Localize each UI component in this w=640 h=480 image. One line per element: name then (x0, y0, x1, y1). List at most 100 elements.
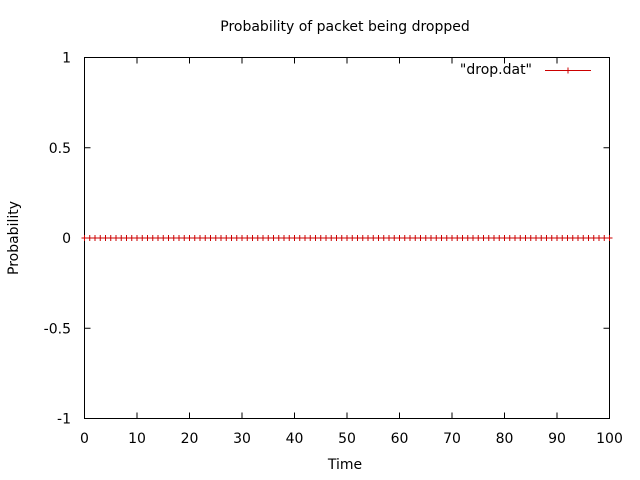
x-tick-label: 30 (233, 431, 251, 447)
data-point (522, 235, 529, 241)
data-point (144, 235, 151, 241)
data-point (554, 235, 560, 241)
data-point (239, 235, 245, 241)
axis-ticks: 0 10 20 30 40 50 60 70 80 90 100 1 0.5 0 -0.5 -1 (44, 51, 623, 448)
data-point (365, 235, 371, 241)
data-point (165, 235, 172, 241)
data-point (170, 235, 177, 241)
data-point (370, 235, 377, 241)
data-point (407, 235, 413, 241)
data-point (501, 235, 508, 241)
y-tick-label: -1 (57, 412, 71, 428)
data-point (396, 235, 403, 241)
data-point (538, 235, 545, 241)
data-point (506, 235, 513, 241)
data-point (149, 235, 156, 241)
chart-title: Probability of packet being dropped (220, 19, 470, 35)
data-point (92, 235, 98, 241)
x-tick-label: 100 (596, 431, 623, 447)
data-point (291, 235, 298, 241)
data-point (307, 235, 314, 241)
y-tick-label: -0.5 (44, 321, 71, 337)
data-point (249, 235, 256, 241)
data-point (176, 235, 182, 241)
data-point (606, 235, 613, 241)
data-point (312, 235, 319, 241)
data-point (281, 235, 287, 241)
data-point (412, 235, 419, 241)
y-tick-label: 0.5 (49, 141, 71, 157)
data-point (480, 235, 487, 241)
data-point (580, 235, 587, 241)
x-tick-label: 80 (496, 431, 514, 447)
data-point (328, 235, 335, 241)
data-point (223, 235, 230, 241)
data-point (470, 235, 476, 241)
data-point (118, 235, 125, 241)
data-point (585, 235, 592, 241)
data-point (323, 235, 329, 241)
x-tick-label: 20 (181, 431, 199, 447)
legend: "drop.dat" (460, 62, 591, 78)
data-point (386, 235, 392, 241)
x-tick-label: 0 (80, 431, 89, 447)
data-point (601, 235, 608, 241)
data-point (454, 235, 461, 241)
data-point (464, 235, 471, 241)
data-point (401, 235, 408, 241)
data-point (228, 235, 235, 241)
x-tick-label: 70 (443, 431, 461, 447)
data-point (527, 235, 534, 241)
data-point (485, 235, 492, 241)
data-point (438, 235, 445, 241)
data-point (543, 235, 550, 241)
x-tick-label: 50 (338, 431, 356, 447)
data-point (302, 235, 308, 241)
data-point (155, 235, 161, 241)
data-point (548, 235, 555, 241)
data-point (333, 235, 340, 241)
data-point (265, 235, 272, 241)
data-point (254, 235, 261, 241)
data-point (354, 235, 361, 241)
data-point (517, 235, 524, 241)
data-point (380, 235, 387, 241)
data-point (270, 235, 277, 241)
series-layer (81, 235, 613, 241)
data-point (475, 235, 482, 241)
data-point (139, 235, 146, 241)
data-point (81, 235, 88, 241)
data-point (391, 235, 398, 241)
data-point (202, 235, 209, 241)
data-point (338, 235, 345, 241)
y-axis-label: Probability (6, 201, 22, 275)
data-point (207, 235, 214, 241)
data-point (496, 235, 503, 241)
x-tick-label: 40 (286, 431, 304, 447)
y-tick-label: 0 (62, 231, 71, 247)
data-point (559, 235, 566, 241)
data-point (97, 235, 104, 241)
data-point (113, 235, 119, 241)
data-point (512, 235, 518, 241)
data-point (590, 235, 597, 241)
data-point (260, 235, 266, 241)
data-point (160, 235, 167, 241)
data-point (186, 235, 193, 241)
data-point (197, 235, 203, 241)
data-point (275, 235, 282, 241)
data-point (443, 235, 450, 241)
data-point (123, 235, 130, 241)
data-point (181, 235, 188, 241)
data-point (86, 235, 93, 241)
data-point (296, 235, 303, 241)
data-point (191, 235, 198, 241)
x-tick-label: 60 (391, 431, 409, 447)
y-tick-label: 1 (62, 51, 71, 67)
data-point (569, 235, 576, 241)
data-point (596, 235, 602, 241)
data-point (349, 235, 356, 241)
legend-label: "drop.dat" (460, 62, 532, 78)
data-point (417, 235, 424, 241)
data-point (212, 235, 219, 241)
